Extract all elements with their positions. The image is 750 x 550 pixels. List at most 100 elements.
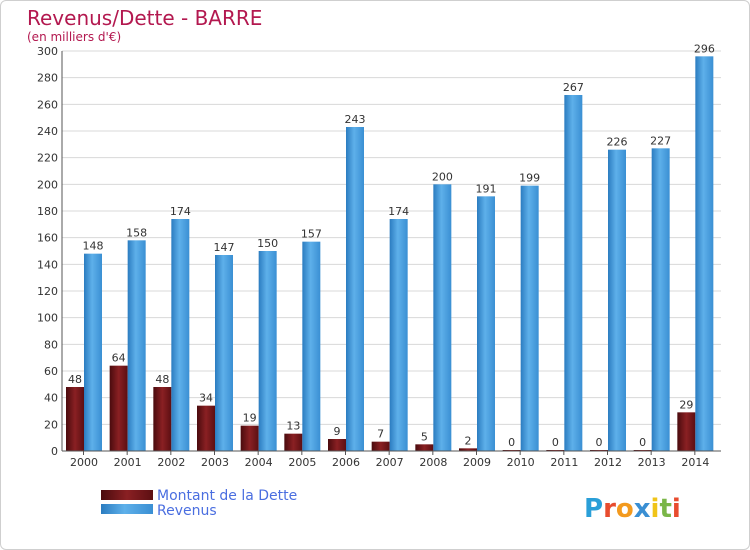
y-tick-label: 260	[37, 98, 58, 111]
chart-subtitle: (en milliers d'€)	[27, 30, 121, 44]
x-tick-label: 2007	[376, 456, 404, 469]
legend-swatch-revenue	[101, 504, 153, 514]
x-tick-label: 2004	[245, 456, 273, 469]
y-tick-label: 20	[44, 418, 58, 431]
revenue-bar	[215, 255, 233, 451]
revenue-bar	[477, 196, 495, 451]
y-tick-label: 180	[37, 205, 58, 218]
x-tick-label: 2008	[419, 456, 447, 469]
revenue-bar	[258, 251, 277, 451]
debt-data-label: 29	[679, 398, 693, 411]
legend: Montant de la Dette Revenus	[101, 488, 297, 519]
revenue-data-label: 226	[607, 136, 628, 149]
debt-bar	[153, 387, 172, 451]
debt-bar	[677, 412, 696, 451]
debt-bar	[415, 444, 434, 451]
y-tick-label: 240	[37, 125, 58, 138]
y-tick-label: 120	[37, 285, 58, 298]
y-tick-label: 60	[44, 365, 58, 378]
y-tick-label: 300	[37, 45, 58, 58]
svg-text:Proxiti: Proxiti	[584, 494, 681, 524]
x-tick-label: 2001	[114, 456, 142, 469]
x-tick-label: 2012	[594, 456, 622, 469]
y-tick-label: 140	[37, 258, 58, 271]
debt-data-label: 9	[334, 425, 341, 438]
debt-data-label: 0	[508, 436, 515, 449]
revenue-data-label: 157	[301, 228, 322, 241]
revenue-bar	[608, 149, 626, 451]
revenue-bar	[564, 95, 583, 451]
revenue-bar	[302, 241, 321, 451]
revenue-bar	[695, 56, 714, 451]
bars: 48 148 64 158 48 174 34 147 19 150 13 157 9 243 7 174 5 2…	[66, 42, 715, 452]
revenue-data-label: 158	[126, 226, 147, 239]
x-tick-label: 2014	[681, 456, 709, 469]
y-tick-label: 80	[44, 338, 58, 351]
legend-swatch-debt	[101, 490, 153, 500]
x-tick-label: 2009	[463, 456, 491, 469]
debt-data-label: 34	[199, 392, 213, 405]
revenue-bar	[171, 219, 190, 451]
x-tick-label: 2010	[507, 456, 535, 469]
x-tick-label: 2002	[157, 456, 185, 469]
revenue-data-label: 174	[388, 205, 409, 218]
revenue-data-label: 296	[694, 42, 715, 55]
y-tick-label: 40	[44, 392, 58, 405]
x-tick-label: 2011	[550, 456, 578, 469]
revenue-bar	[433, 184, 452, 452]
debt-data-label: 0	[552, 436, 559, 449]
y-tick-label: 220	[37, 152, 58, 165]
debt-data-label: 2	[465, 434, 472, 447]
chart-title: Revenus/Dette - BARRE	[27, 6, 262, 30]
debt-data-label: 48	[155, 373, 169, 386]
debt-data-label: 7	[377, 428, 384, 441]
debt-data-label: 5	[421, 430, 428, 443]
revenue-data-label: 191	[476, 182, 497, 195]
revenue-bar	[346, 127, 364, 451]
x-tick-label: 2013	[638, 456, 666, 469]
debt-bar	[240, 425, 259, 451]
revenue-data-label: 199	[519, 172, 540, 185]
revenue-data-label: 174	[170, 205, 191, 218]
revenue-bar	[389, 219, 408, 451]
debt-data-label: 19	[243, 412, 257, 425]
debt-bar	[459, 448, 477, 451]
legend-label-debt: Montant de la Dette	[157, 488, 297, 504]
y-tick-label: 0	[51, 445, 58, 458]
debt-bar	[328, 439, 346, 451]
debt-bar	[284, 433, 303, 451]
revenue-data-label: 150	[257, 237, 278, 250]
y-axis-ticks: 0 20 40 60 80 100 120 140 160 180 200 220 240 260 280 3…	[37, 45, 58, 458]
x-axis-ticks: 2000 2001 2002 2003 2004 2005 2006 2007 2008 2009…	[70, 451, 709, 469]
proxiti-logo: Proxiti	[584, 494, 681, 524]
debt-data-label: 13	[286, 420, 300, 433]
debt-data-label: 0	[596, 436, 603, 449]
debt-bar	[371, 441, 390, 451]
revenue-data-label: 267	[563, 81, 584, 94]
revenue-data-label: 200	[432, 170, 453, 183]
x-tick-label: 2003	[201, 456, 229, 469]
debt-data-label: 48	[68, 373, 82, 386]
revenue-data-label: 243	[345, 113, 366, 126]
revenue-data-label: 227	[650, 134, 671, 147]
debt-bar	[109, 365, 128, 451]
y-tick-label: 100	[37, 312, 58, 325]
revenue-bar	[651, 148, 670, 452]
legend-label-revenue: Revenus	[157, 503, 217, 519]
y-tick-label: 200	[37, 178, 58, 191]
x-tick-label: 2005	[288, 456, 316, 469]
revenue-bar	[127, 240, 146, 451]
debt-bar	[66, 387, 84, 451]
y-tick-label: 280	[37, 72, 58, 85]
x-tick-label: 2006	[332, 456, 360, 469]
x-tick-label: 2000	[70, 456, 98, 469]
y-tick-label: 160	[37, 232, 58, 245]
debt-data-label: 64	[112, 352, 126, 365]
revenue-data-label: 147	[214, 241, 235, 254]
revenue-bar	[84, 253, 102, 451]
revenue-data-label: 148	[83, 240, 104, 253]
debt-data-label: 0	[639, 436, 646, 449]
debt-bar	[197, 405, 215, 451]
